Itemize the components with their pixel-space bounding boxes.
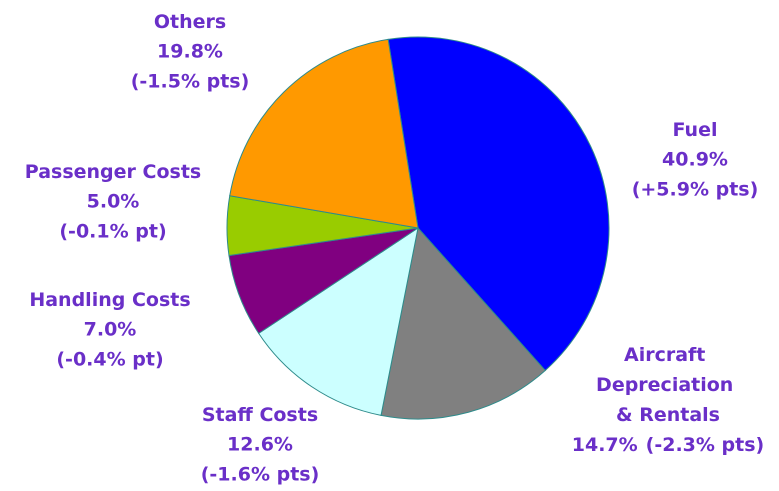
- slice-label: Passenger Costs: [25, 161, 201, 183]
- slice-label: Others: [154, 11, 226, 33]
- slice-label: Fuel: [673, 119, 718, 141]
- change-label: (+5.9% pts): [632, 179, 759, 201]
- change-label: (-1.6% pts): [201, 464, 320, 486]
- pie-slice: [387, 36, 610, 372]
- value-label: 19.8%: [157, 41, 223, 63]
- slice-label: Aircraft Depreciation & Rentals: [596, 344, 740, 426]
- value-label: 12.6%: [227, 434, 293, 456]
- pie-slice: [380, 226, 546, 420]
- change-label: (-1.5% pts): [131, 71, 250, 93]
- change-label: (-0.1% pt): [59, 221, 166, 243]
- pie-slice: [229, 38, 419, 229]
- value-label: 5.0%: [87, 191, 140, 213]
- value-label: 7.0%: [84, 319, 137, 341]
- change-label: (-0.4% pt): [56, 349, 163, 371]
- value-label: 40.9%: [662, 149, 728, 171]
- value-label: 14.7%: [572, 434, 638, 456]
- slice-label: Staff Costs: [202, 404, 318, 426]
- change-label: (-2.3% pts): [646, 434, 765, 456]
- slice-label: Handling Costs: [29, 289, 190, 311]
- pie-slice: [257, 226, 419, 416]
- value-change-line: 14.7% (-2.3% pts): [572, 434, 764, 456]
